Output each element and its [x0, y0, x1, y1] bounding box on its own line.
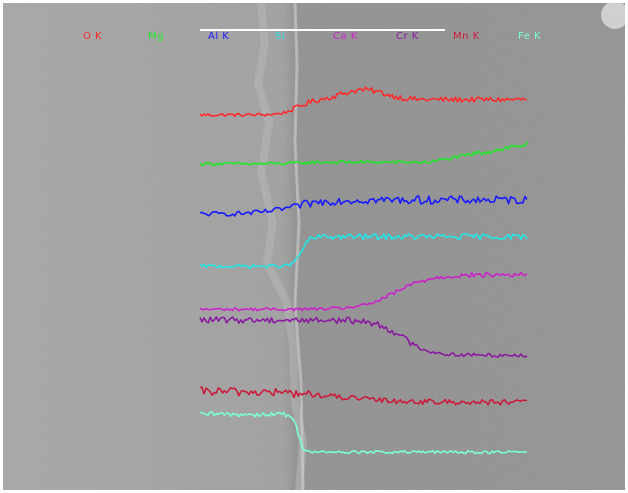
legend-entry-mn-k: Mn K: [453, 31, 480, 42]
bright-spot: [601, 3, 625, 29]
interface-boundary: [253, 3, 308, 490]
series-line-si: [199, 233, 528, 269]
linescan-chart: [3, 3, 625, 490]
interface-shadow: [293, 3, 305, 490]
legend-entry-cr-k: Cr K: [396, 31, 419, 42]
series-line-o-k: [199, 86, 528, 118]
legend-entry-mg: Mg: [148, 31, 164, 42]
sem-line-scan-figure: O K Mg Al K Si Ca K Cr K Mn K Fe K: [3, 3, 625, 490]
legend-entry-fe-k: Fe K: [518, 31, 542, 42]
legend-entry-o-k: O K: [83, 31, 103, 42]
series-line-mg: [199, 141, 528, 167]
series-line-ca-k: [199, 271, 528, 312]
legend-entry-si: Si: [275, 31, 286, 42]
series-line-mn-k: [199, 386, 528, 406]
legend-entry-ca-k: Ca K: [333, 31, 358, 42]
series-line-fe-k: [199, 411, 528, 455]
series-layer: [199, 86, 528, 455]
legend-entry-al-k: Al K: [208, 31, 230, 42]
series-line-al-k: [199, 195, 528, 217]
micrograph-grain: [3, 3, 625, 490]
series-line-cr-k: [199, 316, 528, 358]
